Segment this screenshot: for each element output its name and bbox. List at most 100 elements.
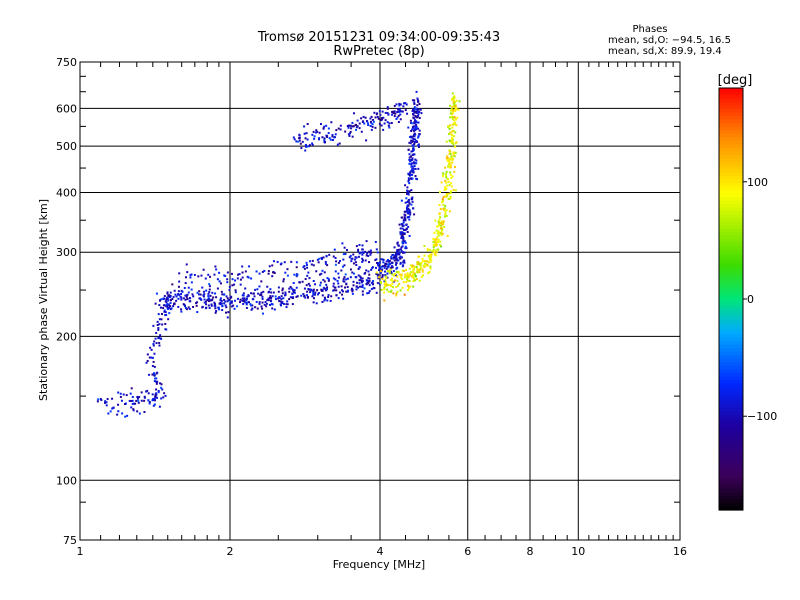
data-point	[373, 111, 376, 114]
data-point	[436, 248, 439, 251]
data-point	[169, 291, 172, 294]
data-point	[343, 246, 346, 249]
data-point	[406, 277, 409, 280]
data-point	[374, 116, 377, 119]
data-point	[445, 195, 448, 198]
data-point	[400, 231, 403, 234]
data-point	[411, 157, 414, 160]
data-point	[407, 225, 410, 228]
data-point	[369, 124, 372, 127]
data-point	[403, 240, 406, 243]
data-point	[211, 298, 214, 301]
data-point	[385, 263, 388, 266]
data-point	[410, 203, 413, 206]
data-point	[403, 213, 406, 216]
data-point	[299, 142, 302, 145]
data-point	[318, 273, 321, 276]
data-point	[278, 297, 281, 300]
data-point	[344, 253, 347, 256]
data-point	[388, 122, 391, 125]
data-point	[406, 275, 409, 278]
data-point	[413, 277, 416, 280]
data-point	[203, 301, 206, 304]
data-point	[202, 295, 205, 298]
data-point	[271, 271, 274, 274]
data-point	[406, 289, 409, 292]
data-point	[180, 298, 183, 301]
data-point	[410, 158, 413, 161]
data-point	[410, 189, 413, 192]
data-point	[378, 262, 381, 265]
data-point	[405, 280, 408, 283]
data-point	[351, 271, 354, 274]
data-point	[160, 386, 163, 389]
data-point	[183, 286, 186, 289]
data-point	[177, 293, 180, 296]
data-point	[162, 298, 165, 301]
data-point	[241, 271, 244, 274]
data-point	[130, 406, 133, 409]
data-point	[379, 271, 382, 274]
data-point	[311, 142, 314, 145]
data-point	[428, 270, 431, 273]
data-point	[378, 276, 381, 279]
data-point	[409, 285, 412, 288]
data-point	[396, 242, 399, 245]
colorbar-segment	[719, 239, 743, 244]
data-point	[407, 148, 410, 151]
data-point	[412, 285, 415, 288]
data-point	[397, 110, 400, 113]
data-point	[291, 292, 294, 295]
data-point	[408, 234, 411, 237]
data-point	[344, 130, 347, 133]
data-point	[151, 399, 154, 402]
stats-heading: Phases	[632, 24, 667, 35]
data-point	[381, 277, 384, 280]
data-point	[352, 280, 355, 283]
data-point	[334, 133, 337, 136]
data-point	[375, 113, 378, 116]
data-point	[218, 302, 221, 305]
data-point	[251, 304, 254, 307]
data-point	[143, 396, 146, 399]
data-point	[386, 107, 389, 110]
data-point	[408, 182, 411, 185]
data-point	[218, 271, 221, 274]
data-point	[420, 112, 423, 115]
data-point	[401, 286, 404, 289]
data-point	[177, 285, 180, 288]
data-point	[440, 230, 443, 233]
data-point	[207, 295, 210, 298]
data-point	[234, 291, 237, 294]
data-point	[382, 265, 385, 268]
data-point	[251, 307, 254, 310]
data-point	[271, 275, 274, 278]
data-point	[185, 263, 188, 266]
data-point	[342, 278, 345, 281]
data-point	[195, 304, 198, 307]
data-point	[452, 151, 455, 154]
data-point	[396, 248, 399, 251]
data-point	[251, 298, 254, 301]
data-point	[302, 266, 305, 269]
data-point	[434, 243, 437, 246]
data-point	[383, 282, 386, 285]
data-point	[411, 140, 414, 143]
data-point	[456, 116, 459, 119]
data-point	[451, 142, 454, 145]
data-point	[453, 155, 456, 158]
data-point	[366, 252, 369, 255]
colorbar-segment	[719, 253, 743, 258]
data-point	[301, 140, 304, 143]
data-point	[409, 159, 412, 162]
data-point	[376, 282, 379, 285]
data-point	[403, 216, 406, 219]
data-point	[406, 216, 409, 219]
data-point	[437, 239, 440, 242]
data-point	[355, 126, 358, 129]
data-point	[326, 135, 329, 138]
data-point	[447, 180, 450, 183]
data-point	[411, 108, 414, 111]
data-point	[419, 262, 422, 265]
data-point	[455, 124, 458, 127]
